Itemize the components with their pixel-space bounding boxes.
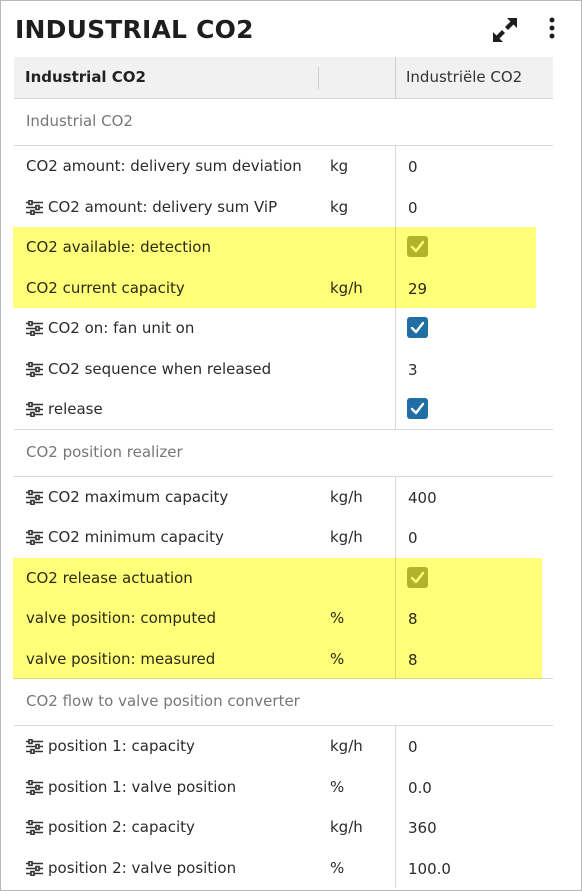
table-row: CO2 amount: delivery sum deviation kg 0 <box>14 146 553 187</box>
table-row: release <box>14 389 553 430</box>
sliders-icon[interactable] <box>26 361 43 377</box>
highlight-block <box>13 557 542 679</box>
table-row: position 2: valve position% 100.0 <box>14 847 553 888</box>
property-table: Industrial CO2 CO2 amount: delivery sum d… <box>13 99 553 888</box>
row-value: 0.0 <box>408 778 432 797</box>
row-name: CO2 on: fan unit on <box>48 319 195 337</box>
row-value: 0 <box>408 529 418 547</box>
expand-arrows-icon <box>493 18 517 42</box>
row-unit: % <box>330 777 345 796</box>
column-header-name: Industrial CO2 <box>25 68 146 86</box>
table-row: position 1: capacity kg/h 0 <box>14 726 553 767</box>
row-value: 0 <box>408 738 418 756</box>
table-row: CO2 sequence when released 3 <box>14 348 553 389</box>
table-row: position 1: valve position% 0.0 <box>14 766 553 807</box>
column-divider <box>395 766 396 807</box>
section-header: Industrial CO2 <box>14 99 553 146</box>
column-divider <box>395 847 396 888</box>
sliders-icon[interactable] <box>26 489 43 505</box>
card-header: INDUSTRIAL CO2 <box>1 1 581 61</box>
expand-button[interactable] <box>491 17 519 43</box>
row-name: position 1: valve position <box>48 777 237 796</box>
column-divider[interactable] <box>318 67 319 89</box>
column-divider[interactable] <box>395 57 396 99</box>
column-divider <box>395 348 396 389</box>
column-divider <box>395 476 396 517</box>
sliders-icon[interactable] <box>26 739 43 754</box>
checkbox[interactable] <box>407 317 428 338</box>
table-row: CO2 on: fan unit on <box>14 308 553 349</box>
row-value: 0 <box>408 198 418 217</box>
more-options-button[interactable] <box>542 15 562 43</box>
row-value: 400 <box>408 488 437 507</box>
section-header: CO2 position realizer <box>14 430 553 477</box>
column-divider <box>395 389 396 429</box>
more-vertical-icon <box>549 17 555 39</box>
section-label: CO2 position realizer <box>26 442 183 461</box>
row-value: 0 <box>408 158 418 176</box>
checkbox[interactable] <box>407 398 428 419</box>
table-row: CO2 amount: delivery sum ViP kg 0 <box>14 186 553 227</box>
section-header: CO2 flow to valve position converter <box>14 679 553 726</box>
row-value: 360 <box>408 819 437 837</box>
sliders-icon[interactable] <box>26 860 43 876</box>
column-divider <box>395 517 396 558</box>
row-value: 3 <box>408 360 418 379</box>
checkmark-icon <box>410 321 425 334</box>
scrollbar[interactable] <box>553 57 581 890</box>
row-name: release <box>48 400 103 418</box>
section-label: CO2 flow to valve position converter <box>26 692 300 710</box>
sliders-icon[interactable] <box>26 321 43 336</box>
row-name: position 1: capacity <box>48 737 195 755</box>
column-divider <box>395 146 396 187</box>
sliders-icon[interactable] <box>26 779 43 795</box>
row-name: CO2 amount: delivery sum deviation <box>26 157 302 175</box>
sliders-icon[interactable] <box>26 530 43 545</box>
sliders-icon[interactable] <box>26 402 43 417</box>
row-name: position 2: valve position <box>48 858 237 877</box>
table-column-header: Industrial CO2 Industriële CO2 <box>14 57 553 99</box>
column-divider <box>395 807 396 848</box>
row-name: position 2: capacity <box>48 818 195 836</box>
row-unit: kg <box>330 157 349 175</box>
row-unit: kg/h <box>330 528 363 546</box>
sliders-icon[interactable] <box>26 820 43 835</box>
row-unit: kg/h <box>330 487 363 506</box>
table-row: CO2 minimum capacity kg/h 0 <box>14 517 553 558</box>
row-unit: kg/h <box>330 737 363 755</box>
column-divider <box>395 186 396 227</box>
section-label: Industrial CO2 <box>26 112 133 130</box>
checkmark-icon <box>410 402 425 415</box>
highlight-block <box>13 227 536 308</box>
card-title: INDUSTRIAL CO2 <box>15 15 254 44</box>
row-name: CO2 minimum capacity <box>48 528 224 546</box>
row-unit: % <box>330 858 345 877</box>
table-row: position 2: capacity kg/h 360 <box>14 807 553 848</box>
sliders-icon[interactable] <box>26 199 43 215</box>
row-name: CO2 maximum capacity <box>48 487 229 506</box>
row-name: CO2 sequence when released <box>48 359 272 378</box>
row-unit: kg/h <box>330 818 363 836</box>
table-row: CO2 maximum capacity kg/h 400 <box>14 476 553 517</box>
row-unit: kg <box>330 197 349 216</box>
column-header-value: Industriële CO2 <box>406 68 523 86</box>
column-divider <box>395 308 396 349</box>
row-value: 100.0 <box>408 859 451 878</box>
column-divider <box>395 726 396 767</box>
row-name: CO2 amount: delivery sum ViP <box>48 197 278 216</box>
